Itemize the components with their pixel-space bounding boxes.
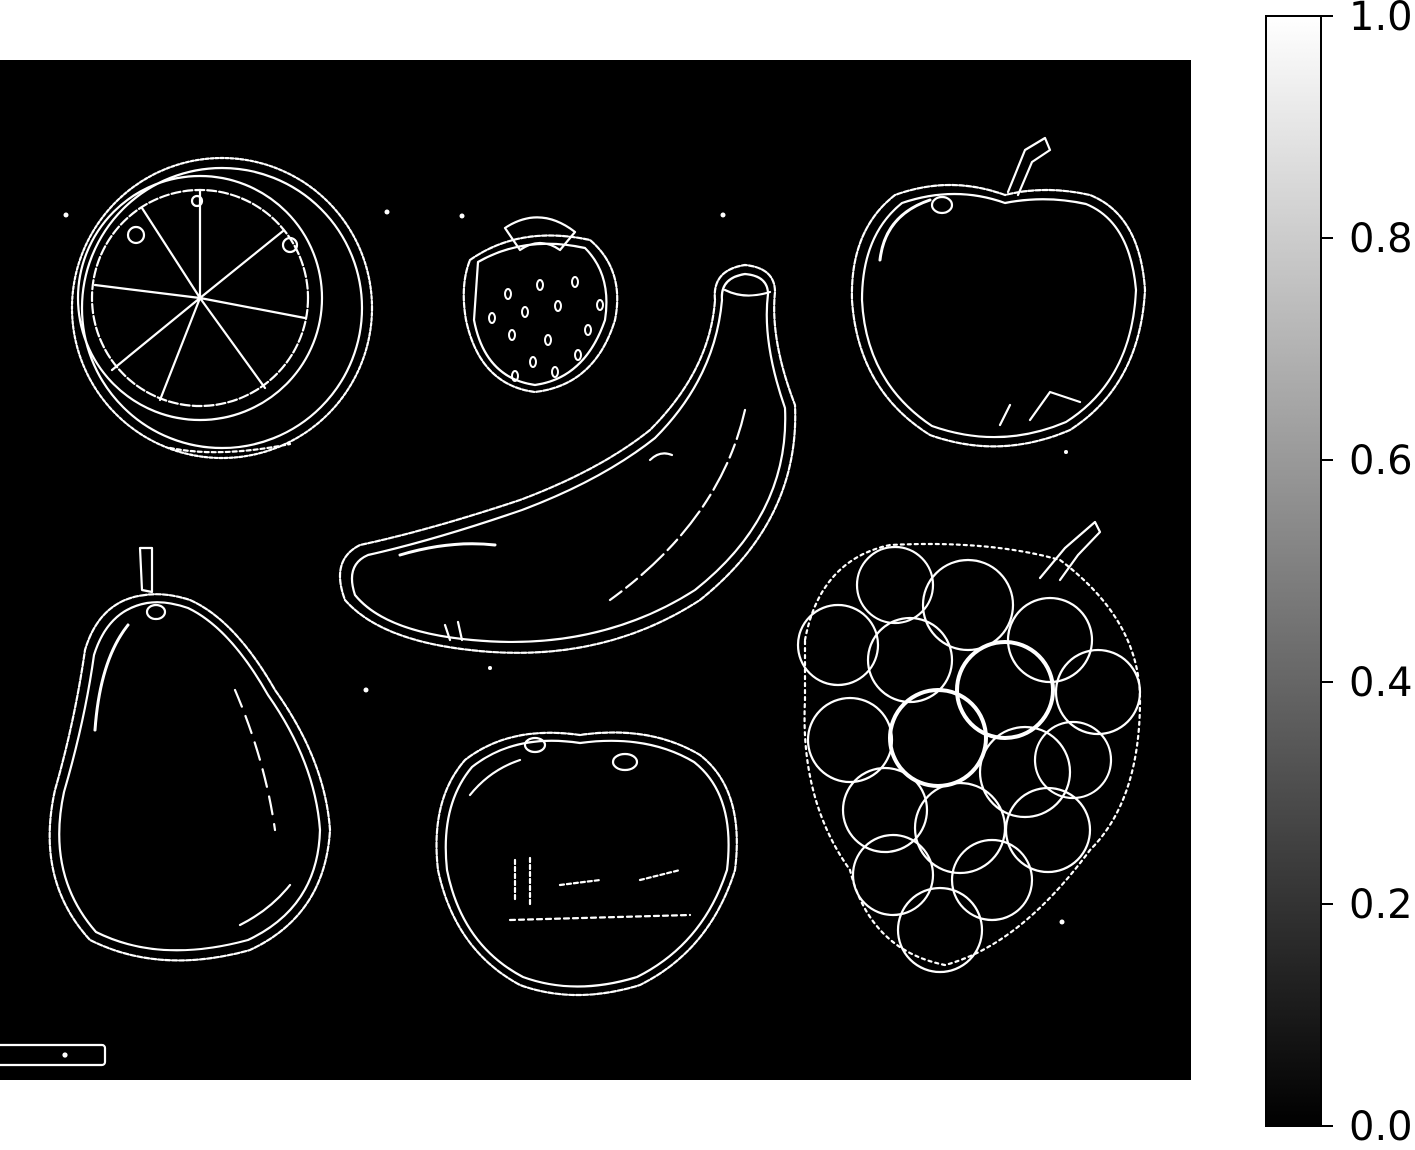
edge-specks	[63, 209, 1068, 925]
colorbar-gradient	[1265, 15, 1322, 1127]
colorbar: 0.0 0.2 0.4 0.6 0.8 1.0	[1265, 0, 1413, 1150]
apple-edges	[850, 136, 1147, 448]
colorbar-ticks: 0.0 0.2 0.4 0.6 0.8 1.0	[1321, 0, 1413, 1150]
colorbar-tick-label: 0.6	[1349, 438, 1413, 484]
edge-image	[0, 60, 1191, 1080]
colorbar-tick-label: 0.2	[1349, 882, 1413, 928]
strawberry-edges	[462, 216, 619, 394]
image-background	[0, 60, 1191, 1080]
orange-edges	[70, 156, 374, 460]
bottom-left-box-edges	[0, 1043, 107, 1067]
colorbar-tick-label: 1.0	[1349, 0, 1413, 40]
colorbar-tick-label: 0.4	[1349, 660, 1413, 706]
colorbar-tick-label: 0.8	[1349, 216, 1413, 262]
peach-edges	[435, 731, 738, 997]
pear-edges	[48, 546, 332, 962]
banana-edges	[338, 263, 797, 654]
colorbar-tick-label: 0.0	[1349, 1104, 1413, 1150]
grapes-edges	[796, 520, 1142, 974]
